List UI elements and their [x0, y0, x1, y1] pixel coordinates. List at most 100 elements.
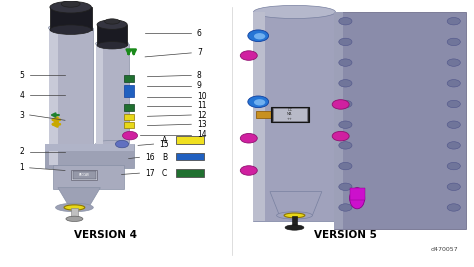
Bar	[53, 165, 124, 189]
Ellipse shape	[254, 5, 336, 19]
Text: 12: 12	[197, 111, 207, 120]
Bar	[124, 115, 134, 120]
Circle shape	[339, 59, 352, 66]
Bar	[71, 170, 97, 180]
Text: 9: 9	[197, 81, 202, 91]
Text: 16: 16	[145, 153, 155, 162]
Bar	[254, 12, 336, 221]
Circle shape	[447, 59, 460, 66]
Ellipse shape	[66, 216, 83, 222]
Circle shape	[254, 33, 265, 40]
Bar	[176, 136, 204, 144]
Circle shape	[447, 162, 460, 170]
Ellipse shape	[50, 1, 91, 13]
Ellipse shape	[350, 188, 365, 209]
Text: 15: 15	[159, 140, 169, 148]
Ellipse shape	[96, 40, 128, 47]
Circle shape	[240, 134, 257, 143]
Circle shape	[339, 142, 352, 149]
Text: 4: 4	[19, 91, 24, 100]
Bar	[45, 144, 134, 168]
Text: 17: 17	[145, 169, 155, 178]
Circle shape	[339, 18, 352, 25]
Text: d470057: d470057	[431, 247, 458, 252]
Circle shape	[332, 100, 349, 109]
Text: DC
MA
++: DC MA ++	[287, 108, 292, 121]
Ellipse shape	[64, 205, 85, 210]
Bar	[71, 208, 78, 219]
Circle shape	[339, 100, 352, 108]
Circle shape	[248, 30, 269, 42]
Circle shape	[116, 140, 128, 148]
Circle shape	[447, 204, 460, 211]
Ellipse shape	[105, 19, 119, 24]
Ellipse shape	[50, 25, 91, 34]
Bar	[96, 44, 128, 144]
Bar	[124, 104, 134, 111]
Text: A: A	[162, 136, 167, 146]
Text: 6: 6	[197, 29, 202, 38]
Ellipse shape	[48, 160, 93, 170]
Text: 5: 5	[19, 71, 24, 80]
Ellipse shape	[97, 20, 127, 29]
Ellipse shape	[55, 203, 93, 212]
Bar	[254, 12, 265, 221]
Text: 3: 3	[19, 111, 24, 120]
Circle shape	[447, 183, 460, 190]
Bar	[124, 122, 134, 128]
Circle shape	[240, 166, 257, 175]
Ellipse shape	[61, 1, 80, 7]
Bar	[48, 28, 58, 165]
Text: VERSION 5: VERSION 5	[314, 230, 377, 240]
Bar	[334, 12, 343, 229]
Ellipse shape	[97, 42, 127, 49]
Circle shape	[339, 80, 352, 87]
Bar	[48, 28, 93, 165]
Bar	[176, 169, 204, 177]
Ellipse shape	[48, 23, 93, 33]
Text: 2: 2	[19, 147, 24, 156]
Text: 8: 8	[197, 71, 202, 80]
Bar	[273, 108, 307, 121]
Bar	[350, 188, 365, 199]
Ellipse shape	[285, 225, 304, 230]
Circle shape	[254, 99, 265, 105]
Circle shape	[248, 96, 269, 108]
Bar	[124, 75, 134, 82]
Text: 1: 1	[19, 163, 24, 172]
Bar	[334, 12, 465, 229]
Circle shape	[447, 100, 460, 108]
Polygon shape	[270, 192, 322, 215]
Text: 11: 11	[197, 101, 207, 110]
Text: 13: 13	[197, 120, 207, 129]
Circle shape	[339, 204, 352, 211]
Bar	[271, 107, 309, 121]
Circle shape	[447, 121, 460, 128]
Circle shape	[122, 131, 137, 140]
Text: B: B	[162, 153, 167, 162]
Bar	[176, 152, 204, 160]
Circle shape	[447, 80, 460, 87]
Ellipse shape	[277, 212, 312, 219]
Circle shape	[447, 18, 460, 25]
Polygon shape	[58, 188, 100, 207]
Circle shape	[447, 142, 460, 149]
Ellipse shape	[96, 140, 128, 148]
Text: PACCAR: PACCAR	[79, 173, 90, 177]
Circle shape	[332, 131, 349, 141]
Text: 10: 10	[197, 92, 207, 101]
Bar	[45, 144, 134, 151]
Bar	[97, 25, 127, 45]
Text: VERSION 4: VERSION 4	[73, 230, 137, 240]
Bar	[256, 111, 274, 119]
Bar	[292, 216, 297, 227]
Bar	[73, 171, 96, 179]
Bar	[124, 85, 134, 96]
Text: 7: 7	[197, 48, 202, 57]
Ellipse shape	[284, 213, 305, 218]
Circle shape	[339, 183, 352, 190]
Circle shape	[339, 162, 352, 170]
Circle shape	[339, 121, 352, 128]
Circle shape	[240, 51, 257, 60]
Circle shape	[447, 38, 460, 46]
